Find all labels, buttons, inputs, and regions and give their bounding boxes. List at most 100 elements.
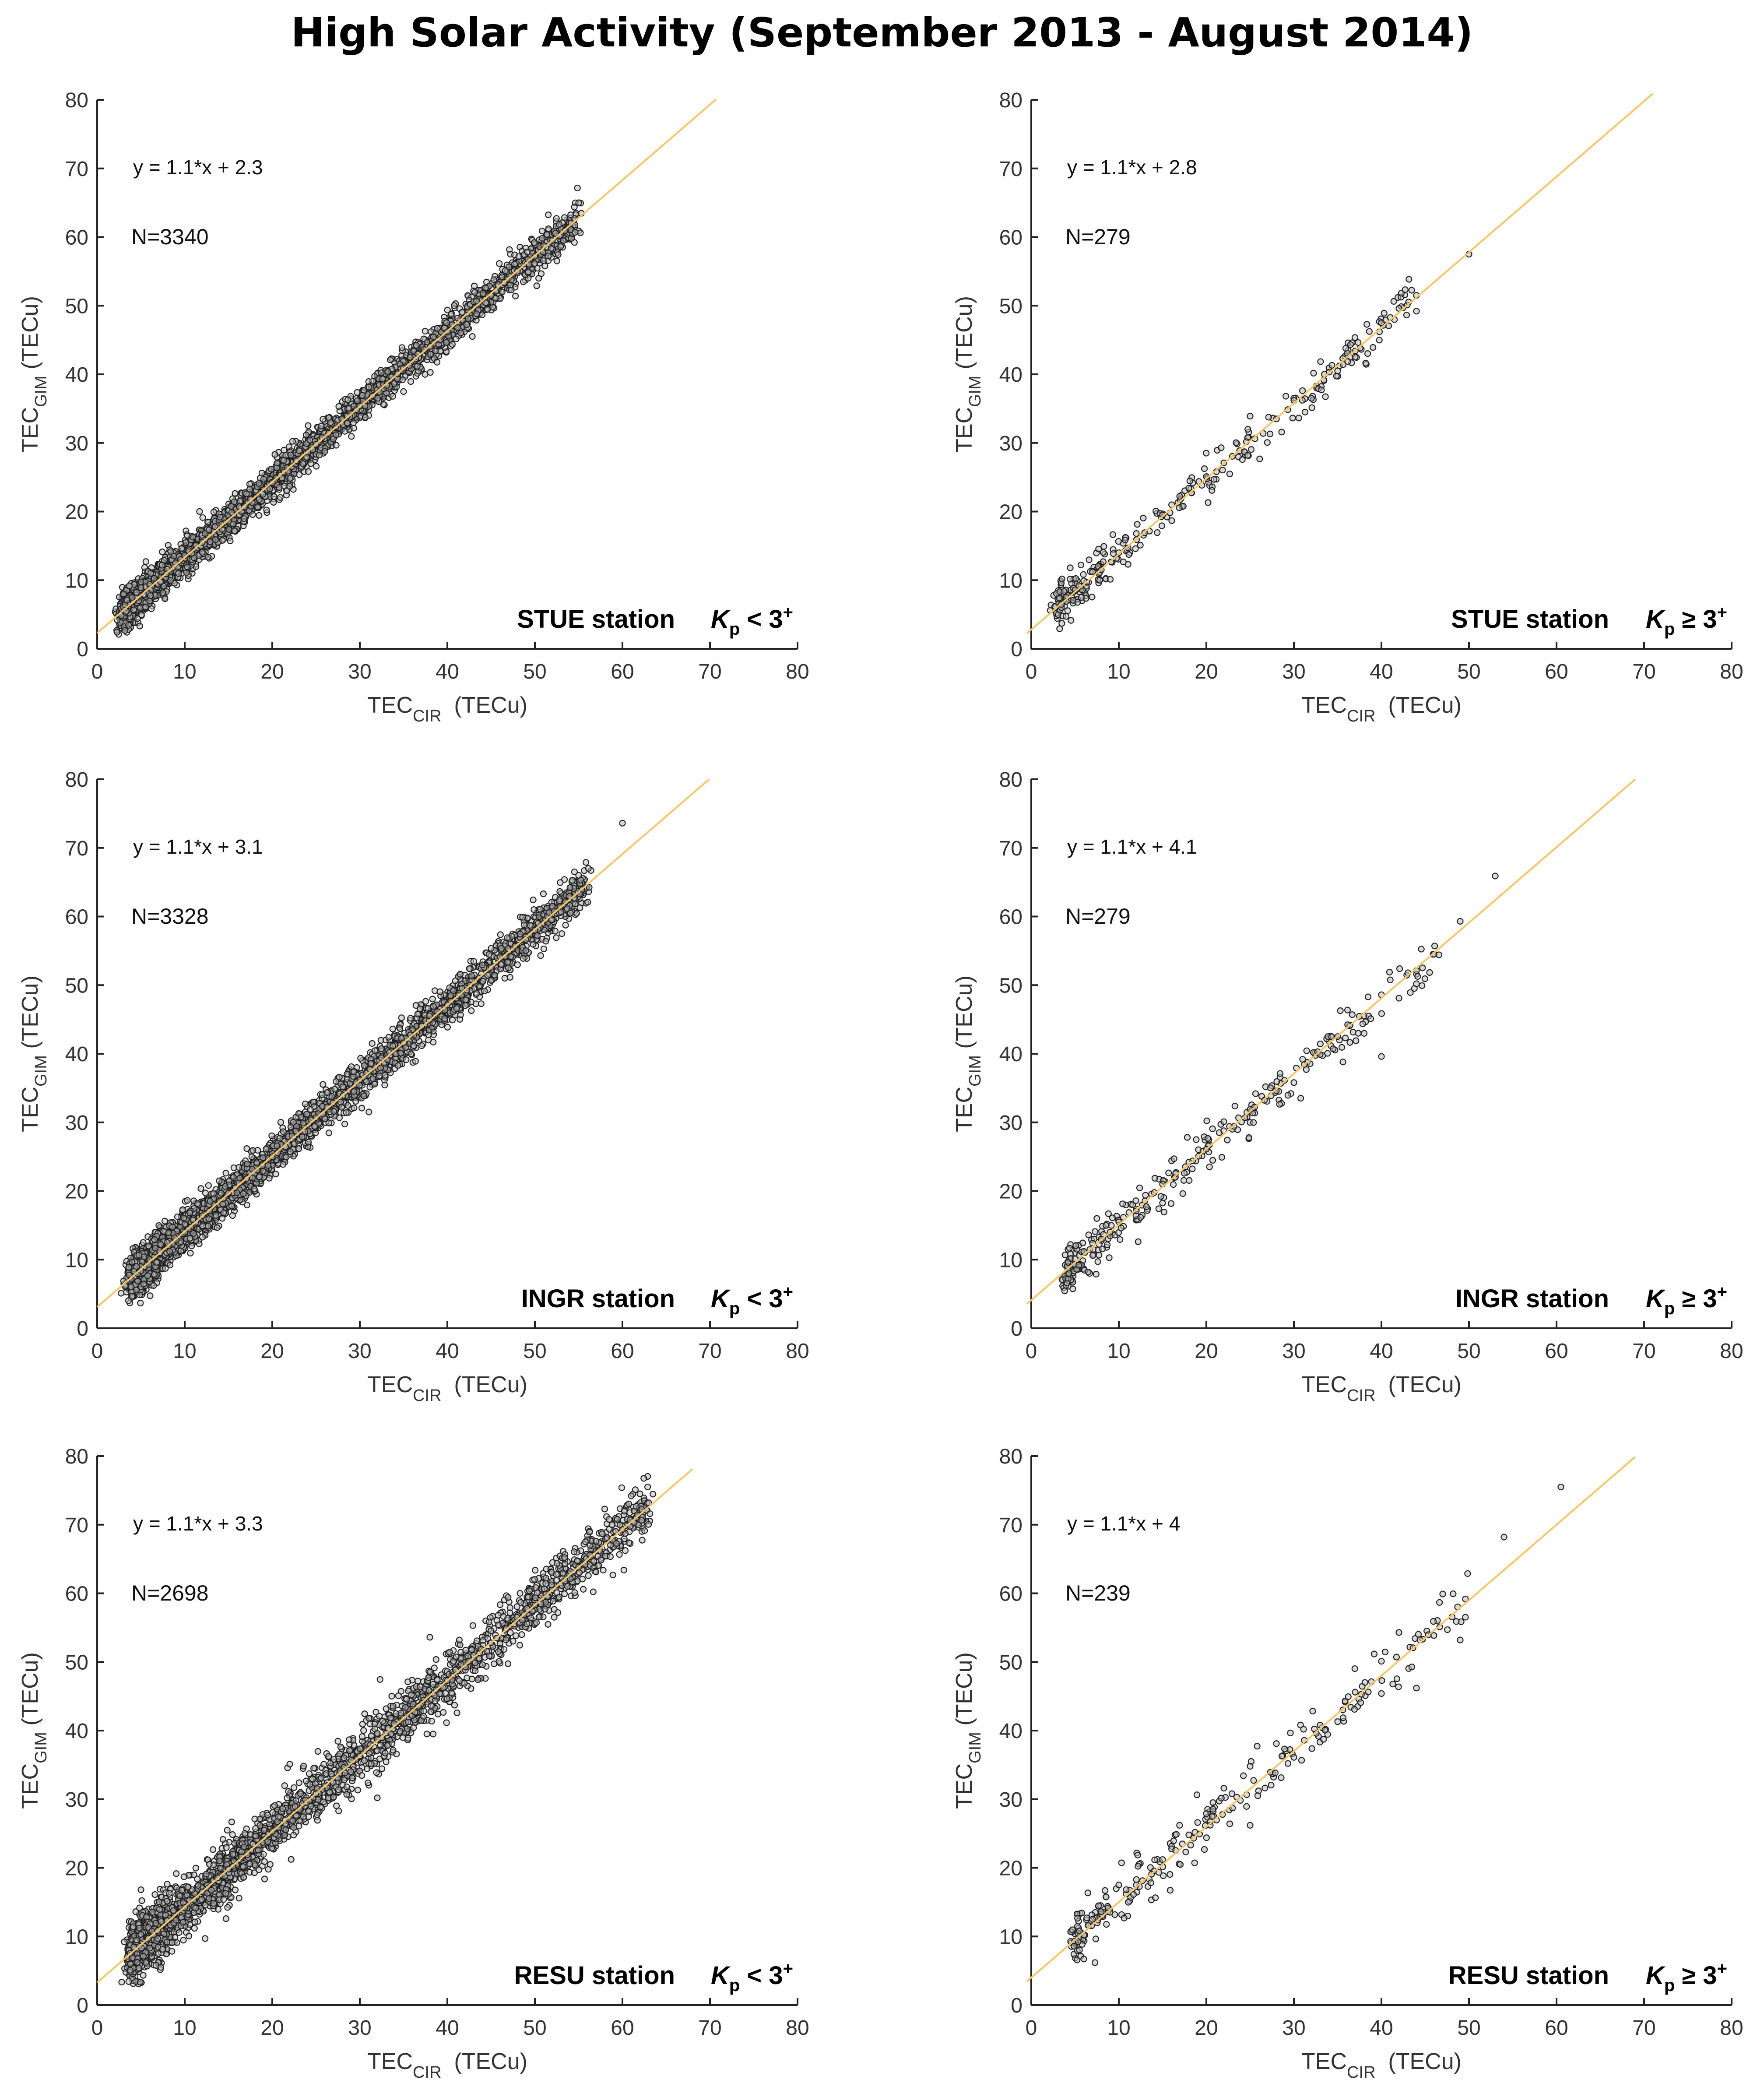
scatter-point	[1376, 337, 1383, 344]
scatter-point	[490, 276, 497, 283]
scatter-point	[1244, 452, 1251, 459]
scatter-point	[175, 570, 182, 577]
y-tick-label: 30	[65, 1112, 88, 1135]
scatter-point	[158, 562, 165, 569]
scatter-point	[389, 393, 396, 400]
x-tick-label: 10	[173, 660, 196, 683]
scatter-point	[448, 311, 455, 318]
scatter-point	[1134, 521, 1141, 528]
scatter-point	[1089, 594, 1096, 601]
kp-condition-label: Kp < 3+	[711, 603, 793, 639]
scatter-point	[205, 526, 212, 533]
scatter-point	[545, 211, 552, 218]
scatter-point	[1140, 514, 1147, 521]
scatter-point	[159, 549, 166, 556]
y-tick-label: 70	[999, 158, 1023, 181]
x-tick-label: 10	[173, 1340, 196, 1363]
regression-equation: y = 1.1*x + 2.3	[133, 156, 263, 179]
scatter-point	[126, 582, 133, 589]
scatter-point	[1266, 430, 1274, 437]
scatter-point	[1133, 530, 1140, 537]
scatter-point	[559, 930, 566, 937]
scatter-point	[1318, 386, 1325, 394]
scatter-point	[147, 570, 154, 577]
scatter-point	[1278, 429, 1285, 436]
scatter-point	[350, 425, 357, 432]
scatter-point	[1308, 404, 1315, 411]
scatter-point	[307, 460, 314, 467]
chart-panel-middle-left: 0 10 20 30 40 50 60 70 8001020304050607080TECCIR…	[18, 768, 809, 1405]
scatter-point	[515, 253, 522, 260]
scatter-point	[561, 214, 568, 221]
scatter-point	[453, 335, 460, 342]
scatter-point	[499, 289, 506, 296]
scatter-point	[137, 1299, 144, 1307]
x-tick-label: 60	[1545, 660, 1568, 683]
scatter-point	[545, 253, 552, 260]
scatter-point	[400, 388, 407, 395]
scatter-point	[571, 204, 578, 211]
scatter-point	[553, 257, 560, 264]
scatter-point	[199, 549, 206, 556]
scatter-point	[1299, 387, 1306, 394]
scatter-point	[280, 457, 287, 464]
scatter-point	[1137, 542, 1144, 549]
scatter-point	[358, 1105, 365, 1112]
scatter-point	[1381, 310, 1388, 317]
scatter-point	[365, 384, 372, 391]
scatter-point	[457, 330, 464, 337]
scatter-point	[332, 431, 340, 438]
scatter-point	[574, 184, 581, 192]
y-tick-label: 20	[65, 1180, 88, 1203]
scatter-point	[204, 553, 211, 561]
scatter-point	[303, 454, 310, 461]
scatter-point	[1120, 558, 1127, 566]
y-tick-label: 80	[999, 89, 1023, 112]
scatter-point	[555, 251, 562, 258]
scatter-point	[142, 603, 149, 610]
scatter-point	[227, 537, 234, 545]
scatter-point	[306, 436, 313, 444]
scatter-point	[482, 284, 489, 292]
scatter-point	[433, 359, 441, 366]
scatter-point	[142, 558, 149, 565]
scatter-point	[1362, 359, 1369, 367]
x-tick-label: 20	[260, 660, 284, 683]
scatter-point	[263, 507, 270, 514]
scatter-point	[1176, 504, 1183, 511]
y-tick-label: 30	[65, 432, 88, 455]
scatter-point	[151, 575, 158, 582]
scatter-point	[1211, 476, 1218, 483]
scatter-point	[1068, 617, 1075, 624]
scatter-point	[473, 310, 480, 317]
scatter-point	[463, 321, 470, 328]
station-label: STUE station	[517, 605, 675, 633]
y-tick-label: 80	[65, 89, 88, 112]
scatter-point	[1283, 393, 1290, 400]
scatter-point	[256, 512, 263, 519]
scatter-point	[374, 395, 381, 402]
scatter-point	[1328, 362, 1335, 369]
scatter-point	[520, 278, 527, 285]
scatter-point	[273, 464, 280, 471]
scatter-point	[133, 589, 140, 596]
scatter-point	[1078, 594, 1085, 601]
scatter-point	[1247, 413, 1254, 420]
scatter-point	[351, 1105, 358, 1112]
scatter-point	[443, 339, 450, 346]
y-tick-label: 70	[65, 837, 88, 860]
scatter-point	[1256, 455, 1263, 462]
station-label: STUE station	[1451, 605, 1609, 633]
scatter-point	[327, 419, 334, 426]
scatter-point	[511, 260, 518, 267]
scatter-point	[321, 448, 328, 455]
scatter-point	[1408, 287, 1415, 294]
scatter-point	[1100, 543, 1107, 550]
scatter-point	[379, 375, 386, 383]
scatter-point	[305, 468, 312, 475]
scatter-point	[362, 414, 369, 421]
scatter-point	[557, 243, 564, 250]
scatter-point	[496, 260, 503, 267]
scatter-point	[1239, 456, 1246, 463]
scatter-point	[544, 231, 551, 238]
